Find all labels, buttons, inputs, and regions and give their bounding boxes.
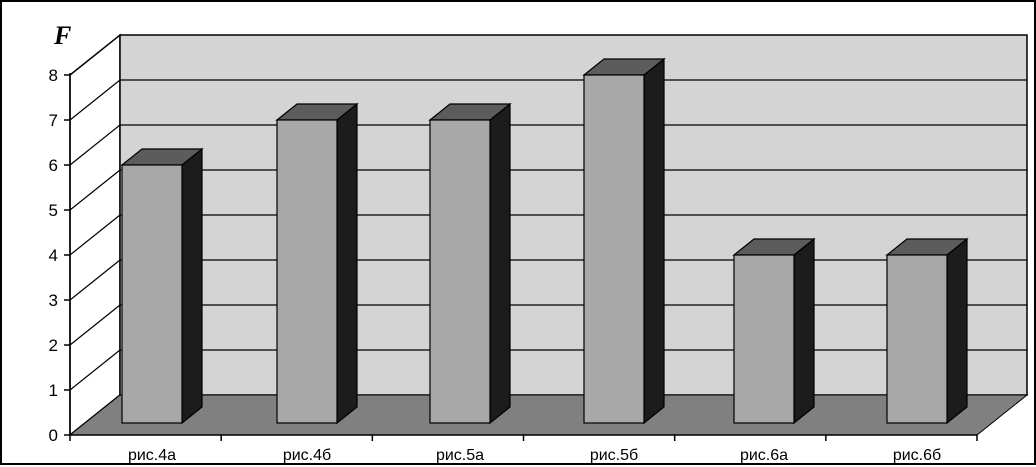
gridline-side xyxy=(69,349,121,391)
y-tick-label: 4 xyxy=(49,246,58,265)
y-tick-label: 3 xyxy=(49,291,58,310)
bar xyxy=(732,237,816,425)
y-tick-label: 7 xyxy=(49,111,58,130)
y-tick-label: 6 xyxy=(49,156,58,175)
x-tick-label: рис.4а xyxy=(128,447,176,464)
bar-side-face xyxy=(643,57,665,425)
y-tick-label: 0 xyxy=(49,426,58,445)
x-axis: рис.4а рис.4б рис.5а рис.5б рис.6а рис.6б xyxy=(69,434,978,464)
bar-side-face xyxy=(946,237,968,425)
y-tick-label: 8 xyxy=(49,66,58,85)
gridline-side xyxy=(69,79,121,121)
gridline-side xyxy=(69,169,121,211)
chart-floor xyxy=(68,394,1029,436)
gridline-side xyxy=(69,124,121,166)
x-tick-label: рис.6а xyxy=(740,447,788,464)
bar-front-face xyxy=(429,119,491,424)
gridline-side xyxy=(69,214,121,256)
bar xyxy=(885,237,969,425)
x-tick-label: рис.5а xyxy=(436,447,484,464)
chart-bars xyxy=(120,57,969,425)
bar-side-face xyxy=(793,237,815,425)
bar xyxy=(275,102,359,425)
bar-side-face xyxy=(489,102,511,425)
y-tick-label: 1 xyxy=(49,381,58,400)
y-axis-title: F xyxy=(53,21,71,50)
x-tick-label: рис.6б xyxy=(893,447,941,464)
chart-walls xyxy=(68,33,1029,437)
y-tick-label: 2 xyxy=(49,336,58,355)
gridline-side xyxy=(69,304,121,346)
y-axis: 0 1 2 3 4 5 6 7 8 xyxy=(49,66,71,445)
bar-front-face xyxy=(276,119,338,424)
x-tick-label: рис.5б xyxy=(590,447,638,464)
bar-front-face xyxy=(733,254,795,424)
bar-side-face xyxy=(181,147,203,425)
bar-front-face xyxy=(583,74,645,424)
bar xyxy=(428,102,512,425)
bar-side-face xyxy=(336,102,358,425)
bar-front-face xyxy=(121,164,183,424)
bar-front-face xyxy=(886,254,948,424)
y-tick-label: 5 xyxy=(49,201,58,220)
chart-gridlines xyxy=(69,79,1027,391)
bar xyxy=(120,147,204,425)
bar xyxy=(582,57,666,425)
x-tick-label: рис.4б xyxy=(283,447,331,464)
gridline-side xyxy=(69,259,121,301)
